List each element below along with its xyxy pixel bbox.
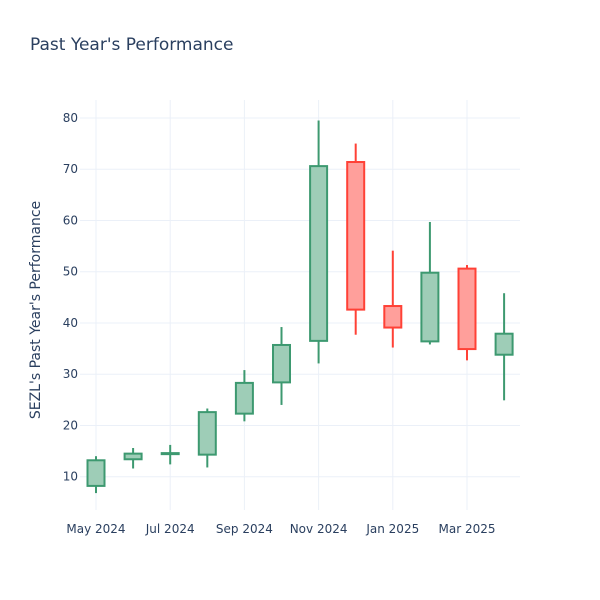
candle-body xyxy=(234,381,254,415)
y-tick-label: 10 xyxy=(63,470,78,484)
candle xyxy=(160,444,180,465)
y-axis-label: SEZL's Past Year's Performance xyxy=(28,201,44,419)
candle-body xyxy=(86,459,106,487)
candle xyxy=(197,408,217,468)
x-axis-ticks: May 2024 Jul 2024 Sep 2024 Nov 2024 Jan 2025… xyxy=(66,522,495,536)
candle-body xyxy=(160,452,180,456)
candle-body xyxy=(420,271,440,343)
y-tick-label: 80 xyxy=(63,111,78,125)
x-tick-label: May 2024 xyxy=(66,522,125,536)
x-tick-label: Mar 2025 xyxy=(439,522,496,536)
candle xyxy=(383,250,403,348)
candle xyxy=(346,143,366,335)
candle-body xyxy=(494,332,514,356)
candle-body xyxy=(309,165,329,342)
candle xyxy=(234,370,254,422)
y-tick-label: 40 xyxy=(63,316,78,330)
x-tick-label: Jul 2024 xyxy=(145,522,195,536)
candle xyxy=(86,456,106,494)
x-tick-label: Jan 2025 xyxy=(365,522,419,536)
candle xyxy=(457,265,477,361)
y-tick-label: 70 xyxy=(63,162,78,176)
candle-body xyxy=(457,267,477,351)
candle xyxy=(494,293,514,401)
candle xyxy=(123,447,143,469)
y-tick-label: 60 xyxy=(63,213,78,227)
candles xyxy=(86,120,514,494)
x-tick-label: Nov 2024 xyxy=(290,522,348,536)
candle-body xyxy=(383,305,403,329)
y-axis-ticks: 10 20 30 40 50 60 70 80 xyxy=(63,111,78,484)
candle-body xyxy=(123,452,143,461)
candle-body xyxy=(197,411,217,456)
y-tick-label: 30 xyxy=(63,367,78,381)
candle xyxy=(272,327,291,405)
gridlines xyxy=(80,100,520,510)
y-tick-label: 20 xyxy=(63,418,78,432)
candle xyxy=(309,120,329,364)
chart-title: Past Year's Performance xyxy=(30,35,234,55)
y-tick-label: 50 xyxy=(63,265,78,279)
candle-body xyxy=(272,343,291,384)
candle xyxy=(420,221,440,345)
x-tick-label: Sep 2024 xyxy=(216,522,273,536)
candle-body xyxy=(346,161,366,311)
